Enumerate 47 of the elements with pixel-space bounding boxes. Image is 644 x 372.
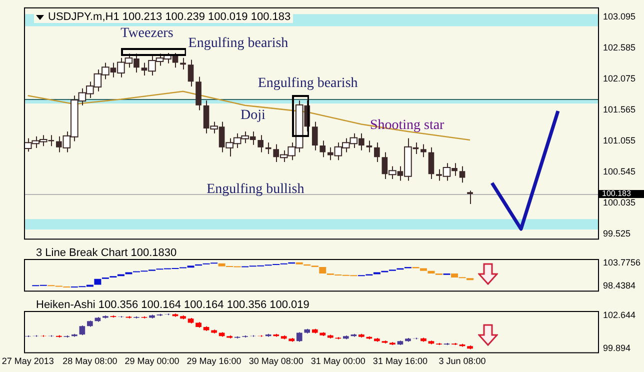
bar bbox=[428, 270, 435, 274]
chart-title: 3 Line Break Chart 100.1830 bbox=[36, 247, 177, 259]
annotation: Shooting star bbox=[370, 118, 444, 134]
candlestick bbox=[428, 146, 434, 180]
x-tick-label: 31 May 00:00 bbox=[310, 356, 366, 366]
ref-line-label: 100.183 bbox=[602, 189, 632, 198]
y-tick-label: 101.565 bbox=[603, 104, 636, 114]
candlestick bbox=[258, 134, 264, 153]
candlestick bbox=[366, 140, 372, 153]
candlestick bbox=[188, 59, 194, 87]
x-tick-label: 29 May 16:00 bbox=[186, 356, 242, 366]
annotation: Engulfing bearish bbox=[258, 76, 358, 92]
annotation: Engulfing bearish bbox=[188, 36, 288, 52]
candlestick bbox=[467, 190, 473, 204]
x-tick-label: 29 May 00:00 bbox=[124, 356, 180, 366]
y-tick-label: 98.4384 bbox=[603, 280, 636, 291]
x-tick-label: 3 Jun 08:00 bbox=[438, 356, 486, 366]
chart-title: Heiken-Ashi 100.356 100.164 100.164 100.356 100.019 bbox=[36, 299, 310, 311]
chart-title: USDJPY.m,H1 100.213 100.239 100.019 100.183 bbox=[48, 11, 291, 23]
x-tick-label: 28 May 08:00 bbox=[62, 356, 118, 366]
y-tick-label: 99.894 bbox=[603, 343, 631, 354]
candlestick bbox=[320, 140, 326, 158]
candlestick bbox=[79, 325, 86, 336]
y-tick-label: 103.095 bbox=[603, 11, 636, 22]
y-tick-label: 103.7756 bbox=[603, 257, 641, 268]
x-tick-label: 31 May 16:00 bbox=[372, 356, 428, 366]
candlestick bbox=[459, 166, 466, 184]
annotation: Tweezers bbox=[120, 26, 174, 42]
annotation: Doji bbox=[240, 108, 266, 124]
candlestick bbox=[296, 332, 302, 342]
candlestick bbox=[420, 144, 426, 158]
bar bbox=[94, 278, 102, 285]
y-tick-label: 102.644 bbox=[603, 310, 636, 320]
y-tick-label: 100.035 bbox=[603, 197, 636, 208]
candlestick bbox=[196, 76, 202, 111]
annotation: Engulfing bullish bbox=[206, 182, 304, 198]
y-tick-label: 102.585 bbox=[603, 42, 636, 52]
x-tick-label: 27 May 2013 bbox=[2, 356, 54, 366]
candlestick bbox=[374, 142, 380, 162]
bar bbox=[319, 266, 326, 274]
y-tick-label: 100.545 bbox=[603, 166, 636, 176]
candlestick bbox=[312, 121, 318, 151]
y-tick-label: 101.055 bbox=[603, 135, 636, 146]
y-tick-label: 99.525 bbox=[603, 228, 631, 239]
bar bbox=[420, 268, 427, 271]
y-tick-label: 102.075 bbox=[603, 73, 636, 84]
x-tick-label: 30 May 08:00 bbox=[248, 356, 304, 366]
